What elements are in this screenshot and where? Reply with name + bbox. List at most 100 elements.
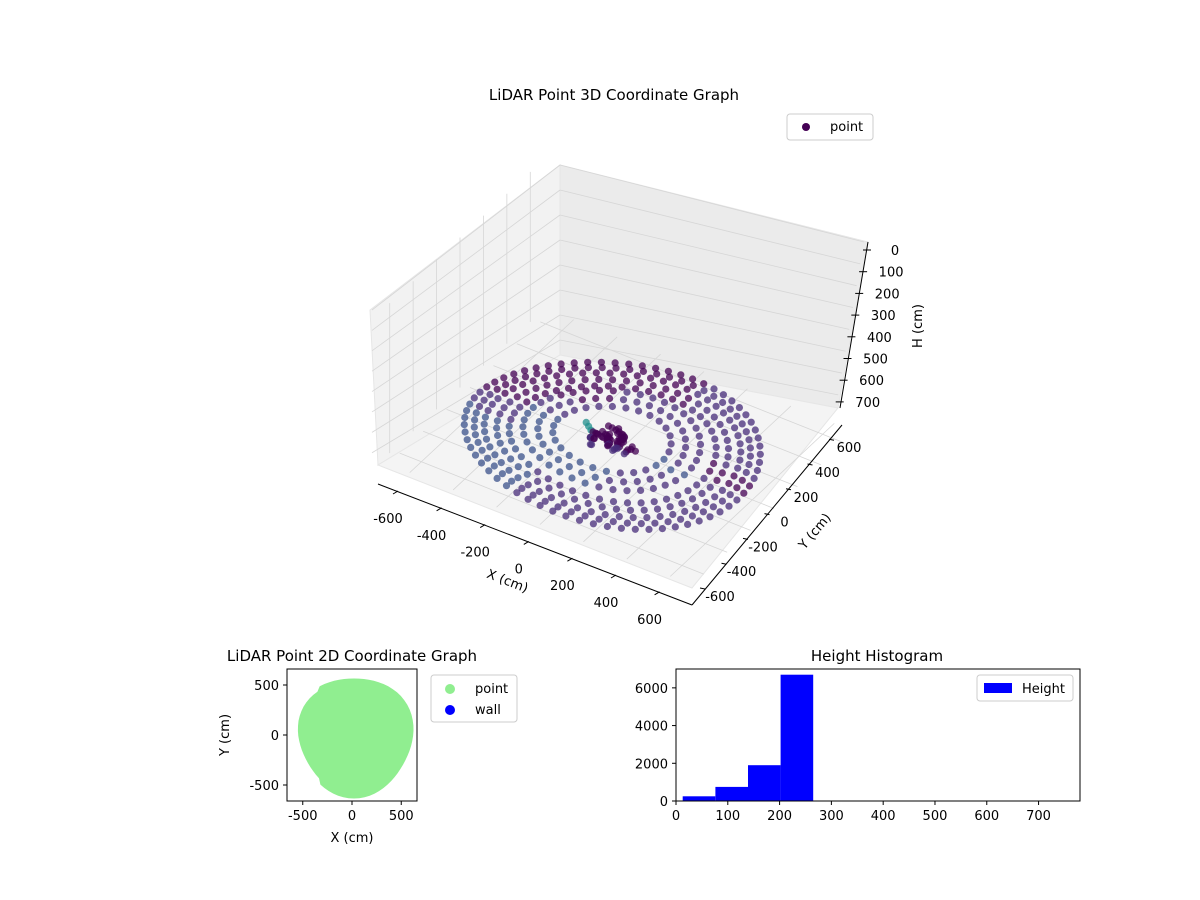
point-marker [493,417,501,425]
point-marker [688,406,697,414]
y-tick-mark [742,537,749,540]
point-marker [684,487,692,495]
point-marker [722,461,730,469]
chart-2d-legend: point wall [430,674,518,723]
point-marker [565,370,574,378]
chart-2d-point-region [297,678,414,799]
x-tick-label: -400 [417,529,447,544]
point-marker [581,512,589,520]
point-marker [595,483,603,491]
x-tick-label: 200 [550,579,575,594]
point-marker [557,444,565,452]
point-marker [725,502,733,510]
point-marker [646,411,654,420]
point-marker [533,370,541,378]
chart-2d-legend-wall-marker [445,705,455,715]
point-marker [602,467,611,475]
grid-line [559,264,850,330]
point-marker [496,439,504,447]
point-marker [724,453,732,461]
point-marker [746,452,755,460]
point-marker [535,432,543,440]
point-marker [698,489,706,498]
grid-line [371,289,561,413]
y-tick-mark [807,463,813,466]
chart-histogram: Height Histogram 0 100 200 300 400 500 600 7000… [635,647,1081,824]
histogram-bar [682,796,716,801]
point-marker [626,365,634,374]
point-marker [712,402,720,410]
point-marker [494,395,502,403]
point-marker [631,525,639,533]
histogram-legend: Height [976,674,1074,702]
histogram-frame [675,668,1081,802]
point-marker [640,506,648,514]
point-marker [706,483,714,491]
y-tick-label: -200 [748,540,778,555]
point-marker [524,409,532,417]
point-marker [474,438,482,446]
point-marker [662,495,671,503]
point-marker [486,443,494,451]
point-marker [521,373,530,381]
x-tick-label: 400 [594,596,619,611]
point-marker [612,364,620,372]
chart-2d-legend-point-marker [445,684,455,694]
point-marker [688,495,697,503]
point-marker [708,427,716,435]
point-marker [483,383,491,391]
point-marker [568,377,576,385]
chart-2d-plot-area [297,678,414,799]
x-tick-label: 100 [715,809,740,824]
x-tick-mark [610,574,617,579]
point-marker [682,443,690,451]
point-marker [666,503,674,511]
point-marker [561,410,569,418]
point-marker [562,512,570,520]
point-marker [633,372,641,380]
point-marker [554,415,562,423]
point-marker [544,362,552,370]
point-marker [564,384,573,392]
point-marker [712,451,720,459]
point-marker [754,434,762,442]
point-marker [662,385,670,393]
point-marker [692,503,700,511]
point-marker [501,447,509,455]
point-marker [581,376,589,384]
grid-line [559,239,854,308]
point-marker [471,416,479,424]
point-marker [480,420,488,428]
point-marker [671,404,679,412]
point-marker [508,477,516,485]
point-marker [636,391,644,399]
point-marker [726,405,734,413]
point-marker [696,449,704,457]
point-marker [756,450,764,458]
x-tick-label: 300 [819,809,844,824]
point-marker [509,385,517,393]
point-marker [674,389,682,397]
point-marker [496,410,504,418]
x-tick-label: 600 [637,613,662,628]
y-tick-mark [764,513,770,516]
point-marker [623,388,631,396]
point-marker [609,446,617,454]
point-marker [598,364,606,372]
point-marker [502,381,510,389]
point-marker [649,484,658,493]
histogram-title: Height Histogram [811,647,943,665]
point-marker [680,471,689,479]
point-marker [706,467,714,475]
point-marker [652,461,660,470]
point-marker [726,491,734,499]
point-marker [589,520,598,528]
point-marker [703,406,711,414]
point-marker [678,499,686,507]
point-marker [647,374,655,382]
x-tick-label: 0 [672,809,680,824]
point-marker [623,487,631,495]
point-marker [541,497,549,505]
y-tick-label: 0 [660,795,668,810]
point-marker [692,424,700,432]
